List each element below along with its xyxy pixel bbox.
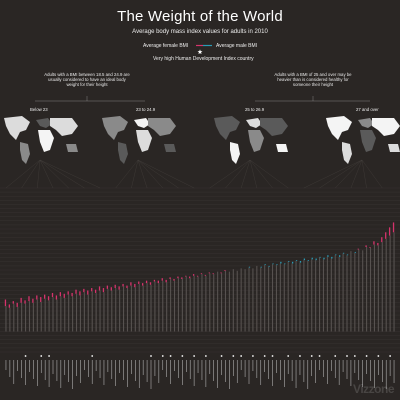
hdi-star [263, 355, 266, 357]
hdi-star [240, 355, 243, 357]
hdi-star [353, 355, 356, 357]
connector-line [249, 159, 273, 189]
continent-shape [372, 118, 400, 136]
hdi-star [91, 355, 94, 357]
connector-line [335, 159, 363, 189]
connector-line [131, 159, 139, 189]
hdi-star [204, 355, 207, 357]
connector-line [241, 159, 251, 189]
connector-line [137, 159, 148, 189]
connector-line [303, 159, 363, 189]
page-title: The Weight of the World [117, 8, 283, 25]
hdi-star [161, 355, 164, 357]
connector-line [5, 159, 41, 189]
continent-shape [134, 118, 150, 128]
connector-line [39, 159, 69, 189]
world-map-icon [214, 116, 288, 164]
hdi-star [48, 355, 50, 357]
hdi-star [252, 355, 254, 357]
page-subtitle: Average body mass index values for adult… [132, 29, 268, 35]
connector-line [361, 159, 367, 189]
hdi-star [318, 355, 321, 357]
continent-shape [102, 116, 128, 140]
connector-line [39, 159, 101, 189]
continent-shape [38, 130, 54, 152]
hdi-star [365, 355, 368, 357]
hdi-star [232, 355, 235, 357]
connector-line [137, 159, 179, 189]
continent-shape [214, 116, 240, 140]
continent-shape [246, 118, 262, 128]
hdi-star [169, 355, 172, 357]
hdi-star [181, 355, 184, 357]
connector-line [39, 159, 85, 189]
continent-shape [248, 130, 264, 152]
legend-male-label: Average male BMI [216, 43, 258, 49]
hdi-star [299, 355, 301, 357]
connector-line [249, 159, 257, 189]
continent-shape [342, 142, 352, 164]
connector-line [319, 159, 363, 189]
continent-shape [66, 144, 78, 152]
connector-line [137, 159, 195, 189]
connector-line [350, 159, 363, 189]
continent-shape [164, 144, 176, 152]
map-label-4: 27 and over [356, 107, 379, 112]
continent-shape [4, 116, 30, 140]
continent-shape [388, 144, 400, 152]
connector-line [21, 159, 41, 189]
hdi-star [150, 355, 152, 357]
connector-line [361, 159, 383, 189]
hdi-star [220, 355, 223, 357]
hdi-star [377, 355, 380, 357]
legend-female-label: Average female BMI [143, 43, 189, 49]
world-map-icon [326, 116, 400, 164]
continent-shape [358, 118, 374, 128]
continent-shape [230, 142, 240, 164]
hdi-star [310, 355, 313, 357]
connector-line [137, 159, 163, 189]
connector-line [39, 159, 54, 189]
star-icon [197, 49, 203, 55]
continent-shape [50, 118, 78, 136]
map-label-2: 23 to 24.9 [136, 107, 156, 112]
continent-shape [326, 116, 352, 140]
world-map-icon [4, 116, 78, 164]
continent-shape [260, 118, 288, 136]
connector-line [225, 159, 251, 189]
note-overweight: Adults with a BMI of 25 and over may be … [274, 72, 352, 88]
continent-shape [118, 142, 128, 164]
hdi-star [287, 355, 290, 357]
hdi-star [40, 355, 43, 357]
watermark: Vizzone [353, 382, 394, 396]
hdi-star [24, 355, 27, 357]
continent-shape [360, 130, 376, 152]
map-label-1: Below 23 [30, 107, 48, 112]
map-label-3: 25 to 26.9 [245, 107, 265, 112]
continent-shape [20, 142, 30, 164]
connector-line [209, 159, 251, 189]
connector-line [37, 159, 41, 189]
hdi-star [271, 355, 274, 357]
hdi-star [346, 355, 348, 357]
connector-line [115, 159, 139, 189]
hdi-star [389, 355, 392, 357]
hdi-star [193, 355, 196, 357]
continent-shape [136, 130, 152, 152]
legend-hdi-label: Very high Human Development Index countr… [153, 56, 254, 62]
continent-shape [36, 118, 52, 128]
hdi-star [334, 355, 337, 357]
continent-shape [276, 144, 288, 152]
world-map-icon [102, 116, 176, 164]
connector-line [249, 159, 289, 189]
note-healthy: Adults with a BMI between 18.5 and 24.9 … [44, 72, 130, 88]
continent-shape [148, 118, 176, 136]
